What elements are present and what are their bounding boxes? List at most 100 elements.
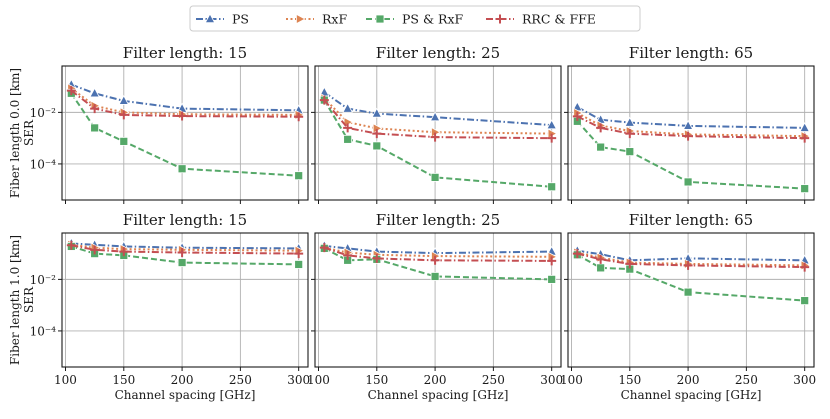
series-rrc-and-ffe — [319, 243, 557, 266]
data-point-rrc-and-ffe — [294, 112, 304, 122]
data-point-ps-and-rxf — [430, 272, 440, 281]
panel-r1-c3: Filter length: 65 — [564, 44, 815, 204]
data-point-ps — [118, 95, 130, 105]
x-tick-label: 150 — [618, 373, 641, 387]
series-ps-and-rxf — [66, 88, 304, 181]
panel-title: Filter length: 15 — [123, 44, 247, 62]
series-rxf — [67, 83, 305, 121]
data-point-ps-and-rxf — [596, 142, 606, 152]
data-point-rrc-and-ffe — [625, 129, 635, 139]
data-point-ps — [89, 87, 100, 98]
data-point-ps-and-rxf — [294, 260, 304, 269]
data-point-ps — [342, 102, 353, 113]
series-ps — [319, 240, 557, 258]
panel-r1-c2: Filter length: 25 — [311, 44, 562, 204]
x-tick-label: 300 — [793, 373, 816, 387]
x-tick-label: 250 — [482, 373, 505, 387]
data-point-rrc-and-ffe — [177, 111, 187, 121]
y-tick-label: 10⁻² — [30, 106, 57, 120]
data-point-ps-and-rxf — [625, 147, 635, 157]
panel-r2-c1: Filter length: 15 100 150 200 250 300 Channel … — [30, 211, 311, 402]
data-point-rrc-and-ffe — [319, 95, 329, 105]
data-point-ps — [371, 107, 383, 118]
data-point-rrc-and-ffe — [343, 250, 353, 260]
data-point-ps-and-rxf — [596, 263, 606, 273]
row-label: Fiber length 1.0 [km] — [8, 235, 22, 365]
data-point-ps-and-rxf — [800, 184, 810, 194]
x-tick-label: 100 — [307, 373, 330, 387]
series-rrc-and-ffe — [66, 86, 304, 122]
series-line-ps — [576, 106, 805, 129]
axes-frame — [61, 65, 309, 201]
data-point-ps — [546, 119, 557, 130]
legend-marker-ps-and-rxf — [375, 14, 385, 24]
series-rrc-and-ffe — [66, 240, 304, 259]
data-point-rrc-and-ffe — [66, 240, 76, 250]
data-point-rrc-and-ffe — [372, 129, 382, 139]
x-tick-label: 150 — [112, 373, 135, 387]
axes-frame — [567, 65, 815, 201]
series-line-rrc-and-ffe — [71, 244, 299, 255]
data-point-rrc-and-ffe — [343, 123, 353, 133]
data-point-rrc-and-ffe — [66, 86, 76, 96]
panel-r1-c1: Filter length: 15 10⁻² 10⁻⁴ — [30, 44, 309, 204]
data-point-rrc-and-ffe — [547, 133, 557, 143]
series-line-rxf — [324, 246, 552, 258]
series-ps-and-rxf — [572, 116, 810, 194]
panel-r2-c2: Filter length: 25 100 150 200 250 300 Channel … — [307, 211, 563, 402]
data-point-rrc-and-ffe — [119, 247, 129, 257]
data-point-ps-and-rxf — [683, 177, 693, 187]
series-line-ps — [70, 83, 299, 112]
series-rxf — [320, 93, 558, 139]
data-point-ps-and-rxf — [343, 134, 353, 144]
panel-title: Filter length: 65 — [629, 44, 753, 62]
data-point-rrc-and-ffe — [319, 243, 329, 253]
data-point-rrc-and-ffe — [547, 256, 557, 266]
x-tick-label: 250 — [735, 373, 758, 387]
x-tick-label: 300 — [287, 373, 310, 387]
y-axis-label: SER — [22, 286, 36, 313]
data-point-ps-and-rxf — [90, 123, 100, 133]
series-line-ps — [324, 244, 552, 255]
data-point-ps-and-rxf — [119, 136, 129, 146]
series-line-ps-and-rxf — [70, 92, 299, 177]
x-tick-label: 200 — [171, 373, 194, 387]
data-point-ps-and-rxf — [294, 171, 304, 181]
data-point-rrc-and-ffe — [372, 253, 382, 263]
x-axis-label: Channel spacing [GHz] — [621, 388, 762, 402]
axes-frame — [314, 232, 562, 368]
legend-label-ps-and-rxf: PS & RxF — [402, 12, 464, 27]
data-point-rrc-and-ffe — [596, 123, 606, 133]
data-point-ps-and-rxf — [430, 172, 440, 182]
legend-marker-rxf — [295, 13, 306, 25]
data-point-rrc-and-ffe — [800, 133, 810, 143]
data-point-ps-and-rxf — [547, 274, 557, 284]
series-line-rxf — [323, 97, 552, 135]
x-tick-label: 100 — [54, 373, 77, 387]
x-tick-label: 150 — [365, 373, 388, 387]
x-tick-label: 200 — [424, 373, 447, 387]
data-point-ps-and-rxf — [177, 164, 187, 174]
x-tick-label: 100 — [560, 373, 583, 387]
panel-r2-c3: Filter length: 65 100 150 200 250 300 Channel … — [560, 211, 816, 402]
data-point-ps — [624, 116, 636, 127]
legend-label-rxf: RxF — [322, 12, 347, 27]
axes-frame — [567, 232, 815, 368]
x-axis-label: Channel spacing [GHz] — [115, 388, 256, 402]
series-ps — [319, 86, 557, 130]
series-rxf — [573, 247, 811, 271]
data-point-rrc-and-ffe — [294, 249, 304, 259]
data-point-rrc-and-ffe — [430, 132, 440, 142]
series-line-rrc-and-ffe — [323, 246, 552, 262]
panel-title: Filter length: 25 — [376, 44, 500, 62]
y-tick-label: 10⁻² — [30, 273, 57, 287]
data-point-rrc-and-ffe — [430, 255, 440, 265]
y-tick-label: 10⁻⁴ — [30, 324, 57, 338]
series-line-rxf — [576, 112, 805, 138]
data-point-rrc-and-ffe — [572, 249, 582, 259]
data-point-rrc-and-ffe — [177, 248, 187, 258]
data-point-rrc-and-ffe — [596, 254, 606, 264]
data-point-rrc-and-ffe — [683, 260, 693, 270]
data-point-rrc-and-ffe — [572, 111, 582, 121]
